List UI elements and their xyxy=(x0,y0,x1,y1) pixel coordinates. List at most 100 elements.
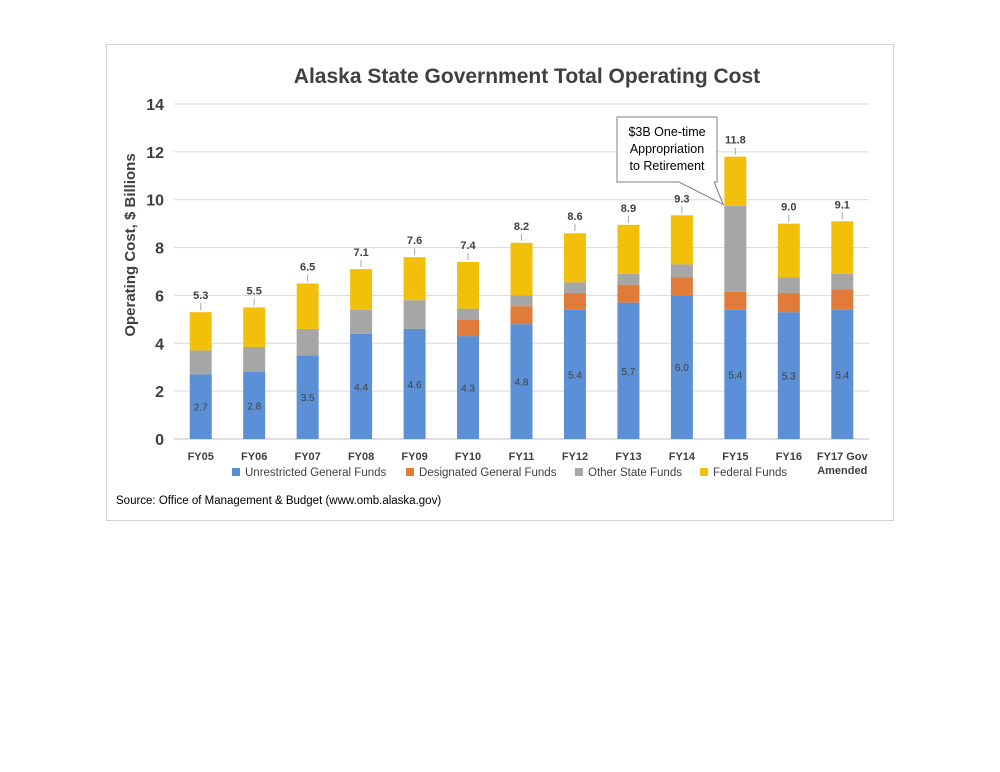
segment-data-label: 4.3 xyxy=(461,384,475,395)
segment-data-label: 4.6 xyxy=(408,380,422,391)
bar-segment xyxy=(563,293,586,310)
bar-segment xyxy=(831,289,854,310)
y-tick-label: 14 xyxy=(146,97,164,114)
data-labels: 2.7 5.3 2.8 5.5 3.5 6.5 4.4 7.1 4.6 7.6 4.3 7.4 4.8 8… xyxy=(193,135,850,414)
bar-segment xyxy=(617,224,640,274)
total-data-label: 7.4 xyxy=(460,240,476,252)
bar-segment xyxy=(510,306,533,325)
x-tick-label: FY10 xyxy=(455,451,481,463)
bars xyxy=(189,156,854,439)
bar-segment xyxy=(243,346,266,372)
total-data-label: 7.6 xyxy=(407,235,422,247)
legend-label: Unrestricted General Funds xyxy=(245,467,387,479)
legend-label: Federal Funds xyxy=(713,467,787,479)
y-tick-label: 2 xyxy=(155,384,164,401)
legend-swatch xyxy=(232,468,240,476)
x-tick-label: FY15 xyxy=(722,451,748,463)
bar-segment xyxy=(457,336,480,439)
segment-data-label: 4.4 xyxy=(354,382,368,393)
source-note: Source: Office of Management & Budget (w… xyxy=(116,495,442,507)
bar-segment xyxy=(724,205,747,292)
total-data-label: 11.8 xyxy=(725,135,746,147)
x-tick-label: FY16 xyxy=(776,451,802,463)
bar-segment xyxy=(457,319,480,337)
total-data-label: 8.9 xyxy=(621,203,636,215)
total-data-label: 9.0 xyxy=(781,202,796,214)
legend-label: Designated General Funds xyxy=(419,467,557,479)
bar-segment xyxy=(831,273,854,290)
callout-box xyxy=(616,116,725,206)
x-tick-label: FY09 xyxy=(401,451,427,463)
bar-segment xyxy=(777,277,800,294)
bar-segment xyxy=(670,295,693,439)
bar-segment xyxy=(350,309,373,334)
y-tick-label: 4 xyxy=(155,336,164,353)
x-tick-label: FY06 xyxy=(241,451,267,463)
bar-segment xyxy=(831,309,854,439)
chart-title: Alaska State Government Total Operating … xyxy=(294,65,760,88)
bar-segment xyxy=(510,295,533,307)
bar-segment xyxy=(457,308,480,320)
total-data-label: 5.3 xyxy=(193,290,208,302)
x-tick-label: Amended xyxy=(817,465,867,477)
segment-data-label: 5.7 xyxy=(621,367,635,378)
y-tick-labels: 0 2 4 6 8 10 12 14 xyxy=(146,97,164,449)
bar-segment xyxy=(510,324,533,439)
bar-segment xyxy=(777,293,800,313)
total-data-label: 6.5 xyxy=(300,261,315,273)
legend-swatch xyxy=(406,468,414,476)
total-data-label: 7.1 xyxy=(353,247,368,259)
bar-segment xyxy=(403,257,426,301)
chart-frame: Alaska State Government Total Operating … xyxy=(106,44,894,521)
bar-segment xyxy=(296,283,319,329)
bar-segment xyxy=(670,277,693,296)
bar-segment xyxy=(457,261,480,309)
legend-swatch xyxy=(575,468,583,476)
x-tick-label: FY14 xyxy=(669,451,696,463)
total-data-label: 8.6 xyxy=(567,211,582,223)
legend: Unrestricted General Funds Designated Gen… xyxy=(232,467,787,479)
segment-data-label: 4.8 xyxy=(515,378,529,389)
legend-label: Other State Funds xyxy=(588,467,682,479)
total-data-label: 9.3 xyxy=(674,193,689,205)
bar-segment xyxy=(563,233,586,283)
callout-text: Appropriation xyxy=(630,142,704,156)
segment-data-label: 5.4 xyxy=(728,370,742,381)
x-tick-label: FY13 xyxy=(615,451,641,463)
y-tick-label: 0 xyxy=(155,432,164,449)
chart-canvas: Alaska State Government Total Operating … xyxy=(122,65,869,479)
x-tick-labels: FY05 FY06 FY07 FY08 FY09 FY10 FY11 FY12 FY13 FY14… xyxy=(188,451,869,477)
bar-segment xyxy=(243,307,266,347)
x-tick-label: FY08 xyxy=(348,451,374,463)
y-tick-label: 12 xyxy=(146,145,164,162)
bar-segment xyxy=(189,374,212,439)
x-tick-label: FY05 xyxy=(188,451,214,463)
bar-segment xyxy=(189,312,212,351)
bar-segment xyxy=(777,312,800,439)
bar-segment xyxy=(296,355,319,439)
segment-data-label: 3.5 xyxy=(301,393,315,404)
y-tick-label: 10 xyxy=(146,193,164,210)
y-axis-label: Operating Cost, $ Billions xyxy=(122,153,139,336)
x-tick-label: FY12 xyxy=(562,451,588,463)
segment-data-label: 5.4 xyxy=(568,370,582,381)
y-tick-label: 8 xyxy=(155,241,164,258)
segment-data-label: 5.3 xyxy=(782,372,796,383)
x-tick-label: FY17 Gov xyxy=(817,451,869,463)
bar-segment xyxy=(724,291,747,310)
bar-segment xyxy=(617,273,640,285)
callout-annotation: $3B One-time Appropriation to Retirement xyxy=(616,116,725,206)
bar-segment xyxy=(617,284,640,303)
total-data-label: 9.1 xyxy=(835,199,850,211)
bar-segment xyxy=(670,215,693,265)
x-tick-label: FY07 xyxy=(295,451,321,463)
bar-segment xyxy=(777,223,800,278)
bar-segment xyxy=(831,221,854,274)
callout-text: $3B One-time xyxy=(628,125,705,139)
legend-swatch xyxy=(700,468,708,476)
bar-segment xyxy=(670,264,693,278)
y-tick-label: 6 xyxy=(155,288,164,305)
segment-data-label: 6.0 xyxy=(675,363,689,374)
bar-segment xyxy=(510,242,533,296)
bar-segment xyxy=(617,302,640,439)
